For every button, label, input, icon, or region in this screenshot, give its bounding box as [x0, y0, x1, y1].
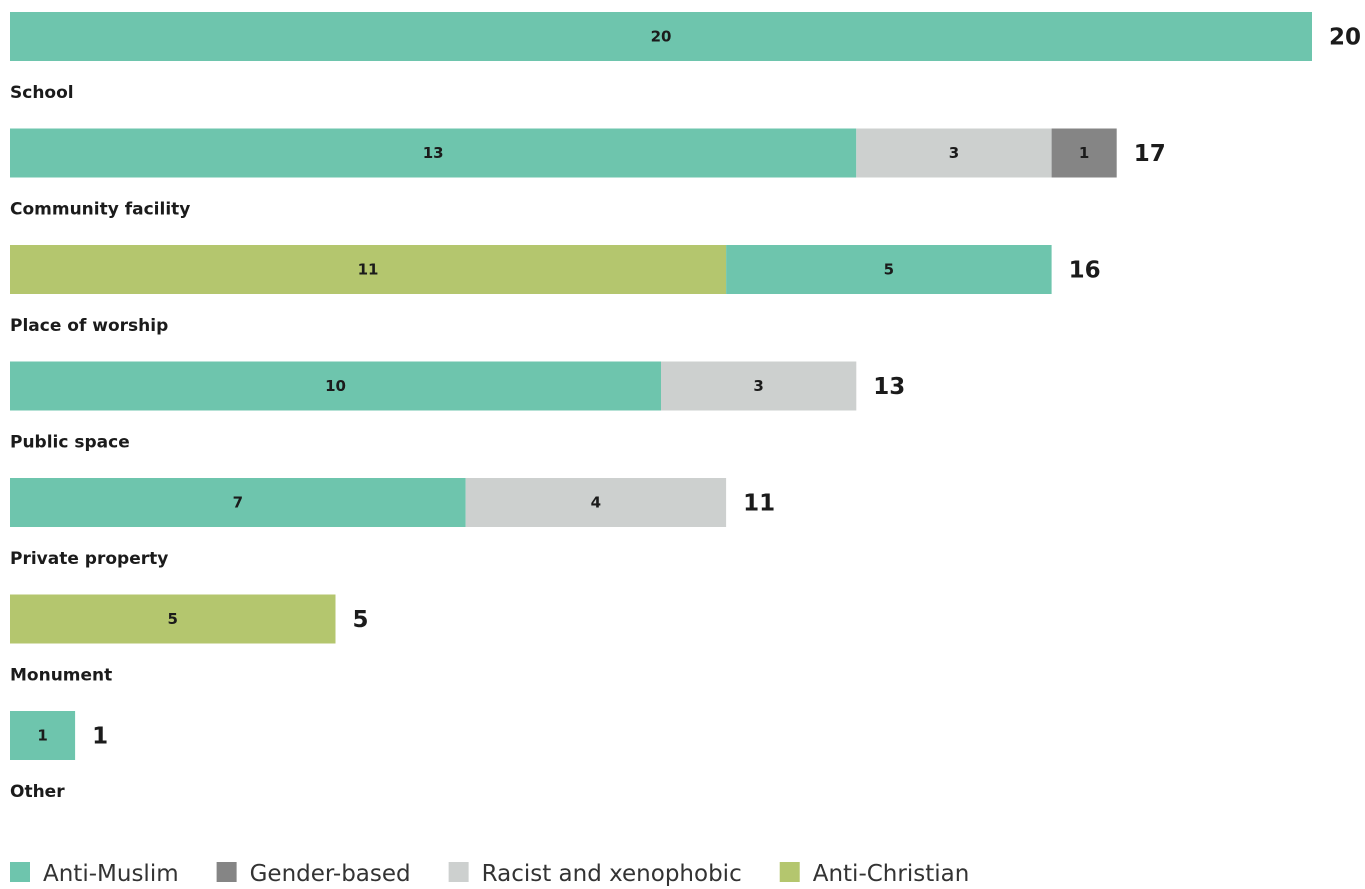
segment-value-label: 5 [884, 261, 894, 279]
segment-value-label: 10 [325, 377, 346, 395]
category-label: Monument [10, 666, 112, 686]
segment-value-label: 11 [358, 261, 379, 279]
bar-row-school: 20 20 School [10, 12, 1361, 103]
bar-row-private-property: 7 4 11 Private property [10, 478, 775, 569]
bar-row-other: 1 1 Other [10, 711, 108, 802]
bar-segment-school-anti-muslim [10, 12, 1312, 61]
category-label: Public space [10, 433, 130, 453]
bar-segment-monument-anti-christian [10, 594, 336, 644]
category-label: Private property [10, 549, 168, 569]
legend-item-gender-based: Gender-based [216, 861, 411, 887]
legend-label: Racist and xenophobic [482, 861, 742, 887]
bar-segment-private-property-anti-muslim [10, 478, 466, 527]
legend-label: Anti-Muslim [43, 861, 179, 887]
bar-segment-community-facility-anti-muslim [10, 128, 857, 178]
bar-total-label: 20 [1329, 25, 1361, 51]
legend-item-racist-and-xenophobic: Racist and xenophobic [448, 861, 742, 887]
bar-row-public-space: 10 3 13 Public space [10, 361, 905, 453]
segment-value-label: 1 [37, 727, 47, 745]
bar-total-label: 16 [1069, 258, 1101, 284]
legend: Anti-Muslim Gender-based Racist and xenoph… [10, 861, 969, 887]
legend-label: Gender-based [250, 861, 411, 887]
legend-item-anti-christian: Anti-Christian [779, 861, 970, 887]
bar-total-label: 1 [92, 724, 108, 750]
legend-item-anti-muslim: Anti-Muslim [10, 861, 179, 887]
segment-value-label: 1 [1079, 144, 1089, 162]
segment-value-label: 4 [591, 494, 601, 512]
segment-value-label: 20 [651, 28, 672, 46]
bar-total-label: 17 [1134, 141, 1166, 167]
category-label: Other [10, 782, 65, 802]
bar-segment-other-anti-muslim [10, 711, 76, 760]
segment-value-label: 13 [423, 144, 444, 162]
legend-label: Anti-Christian [813, 861, 970, 887]
bar-segment-place-of-worship-anti-muslim [726, 245, 1052, 294]
bar-row-monument: 5 5 Monument [10, 594, 369, 686]
segment-value-label: 7 [233, 494, 243, 512]
legend-swatch [216, 862, 237, 882]
bar-total-label: 13 [873, 374, 905, 400]
bar-segment-community-facility-racist-and-xenophobic [856, 128, 1052, 178]
category-label: School [10, 83, 74, 103]
bar-segment-place-of-worship-anti-christian [10, 245, 727, 294]
bar-total-label: 5 [353, 607, 369, 633]
legend-swatch [779, 862, 800, 882]
bar-segment-public-space-racist-and-xenophobic [661, 361, 857, 411]
bar-row-community-facility: 13 3 1 17 Community facility [10, 128, 1166, 220]
category-label: Place of worship [10, 316, 168, 336]
bar-segment-private-property-racist-and-xenophobic [465, 478, 727, 527]
segment-value-label: 3 [949, 144, 959, 162]
segment-value-label: 5 [168, 610, 178, 628]
segment-value-label: 3 [753, 377, 763, 395]
category-label: Community facility [10, 200, 190, 220]
bar-row-place-of-worship: 11 5 16 Place of worship [10, 245, 1101, 336]
bar-segment-public-space-anti-muslim [10, 361, 661, 411]
bar-segment-community-facility-gender-based [1051, 128, 1117, 178]
legend-swatch [448, 862, 469, 882]
legend-swatch [10, 862, 30, 882]
bar-total-label: 11 [743, 491, 775, 517]
